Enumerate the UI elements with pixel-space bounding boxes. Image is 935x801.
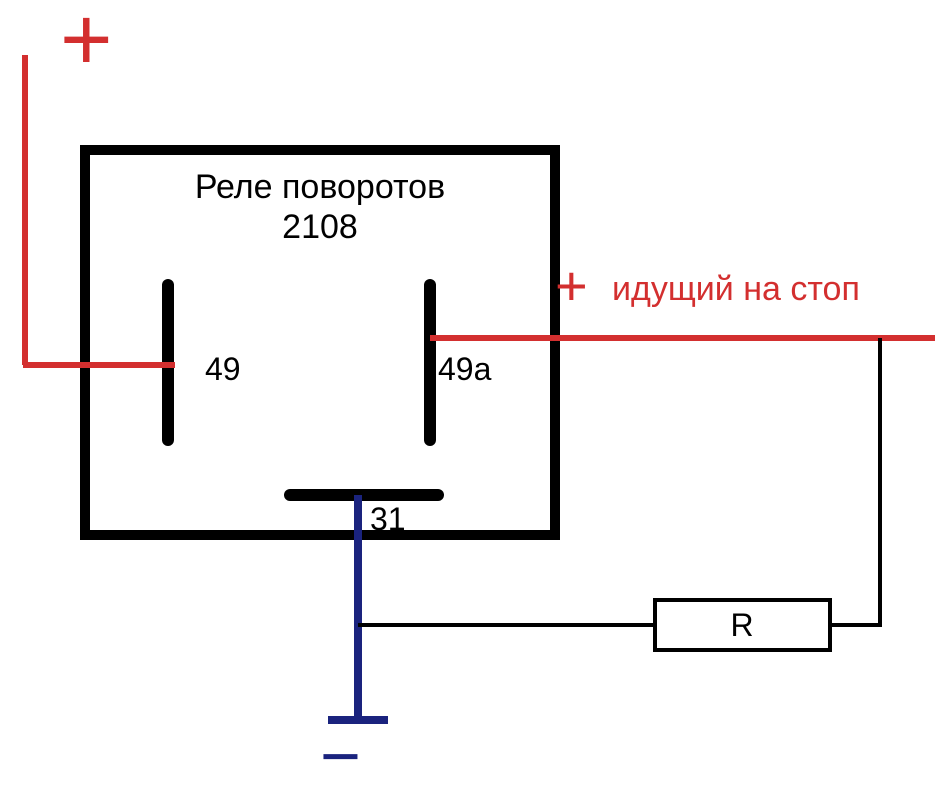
minus-icon: − (320, 717, 361, 795)
plus-right-icon: + (555, 254, 588, 317)
terminal-49-label: 49 (205, 351, 241, 387)
plus-top-icon: + (60, 0, 113, 90)
relay-title-1: Реле поворотов (195, 168, 445, 206)
circuit-diagram: Реле поворотов 2108 49 49a 31 + + идущий… (0, 0, 935, 801)
terminal-49a-label: 49a (438, 351, 492, 387)
relay-title-2: 2108 (282, 208, 358, 246)
right-caption: идущий на стоп (612, 270, 860, 308)
terminal-31-label: 31 (370, 501, 406, 537)
resistor-label: R (730, 607, 753, 643)
